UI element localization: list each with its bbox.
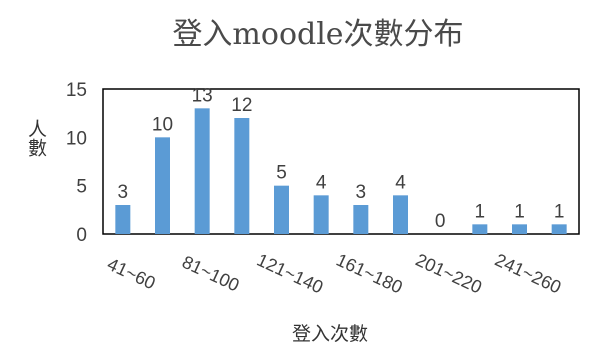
data-label-41~60: 3 [118,182,129,203]
bar-181~200 [393,195,408,234]
y-axis-ticks: 0 5 10 15 [66,80,87,246]
data-label-81~100: 13 [192,85,213,106]
data-label-201~220: 0 [435,211,446,232]
bar-261~280 [551,224,567,234]
x-tick-241~260: 241~260 [492,250,564,298]
bar-221~240 [472,224,488,234]
x-tick-121~140: 121~140 [254,250,326,298]
x-tick-81~100: 81~100 [179,252,242,296]
chart-title: 登入moodle次數分布 [172,17,463,52]
data-label-141~160: 4 [316,172,327,193]
y-tick-5: 5 [76,177,87,198]
x-axis-ticks: 41~60 81~100 121~140 161~180 201~220 241~260 [104,250,564,298]
bar-61~80 [155,137,170,234]
x-tick-41~60: 41~60 [104,254,158,293]
data-label-161~180: 3 [356,182,367,203]
y-tick-10: 10 [66,128,87,149]
bar-41~60 [115,205,131,234]
data-label-181~200: 4 [395,172,406,193]
bar-101~120 [234,118,250,234]
data-label-61~80: 10 [152,114,173,135]
data-label-221~240: 1 [475,201,486,222]
data-label-261~280: 1 [554,201,565,222]
x-tick-201~220: 201~220 [412,250,484,298]
data-label-101~120: 12 [231,95,252,116]
y-tick-0: 0 [76,225,87,246]
bar-121~140 [274,185,289,234]
data-label-121~140: 5 [276,163,287,184]
plot-area-border [102,88,580,235]
bar-141~160 [313,195,329,234]
x-axis-title: 登入次數 [292,323,368,345]
data-label-241~260: 1 [514,201,525,222]
x-tick-161~180: 161~180 [333,250,405,298]
bar-81~100 [194,108,210,234]
bars [115,108,567,234]
bar-161~180 [353,205,369,234]
bar-241~260 [512,224,527,234]
y-axis-title: 人數 [25,119,47,157]
y-tick-15: 15 [66,80,87,101]
data-labels: 3 10 13 12 5 4 3 4 0 1 1 1 [118,85,565,232]
